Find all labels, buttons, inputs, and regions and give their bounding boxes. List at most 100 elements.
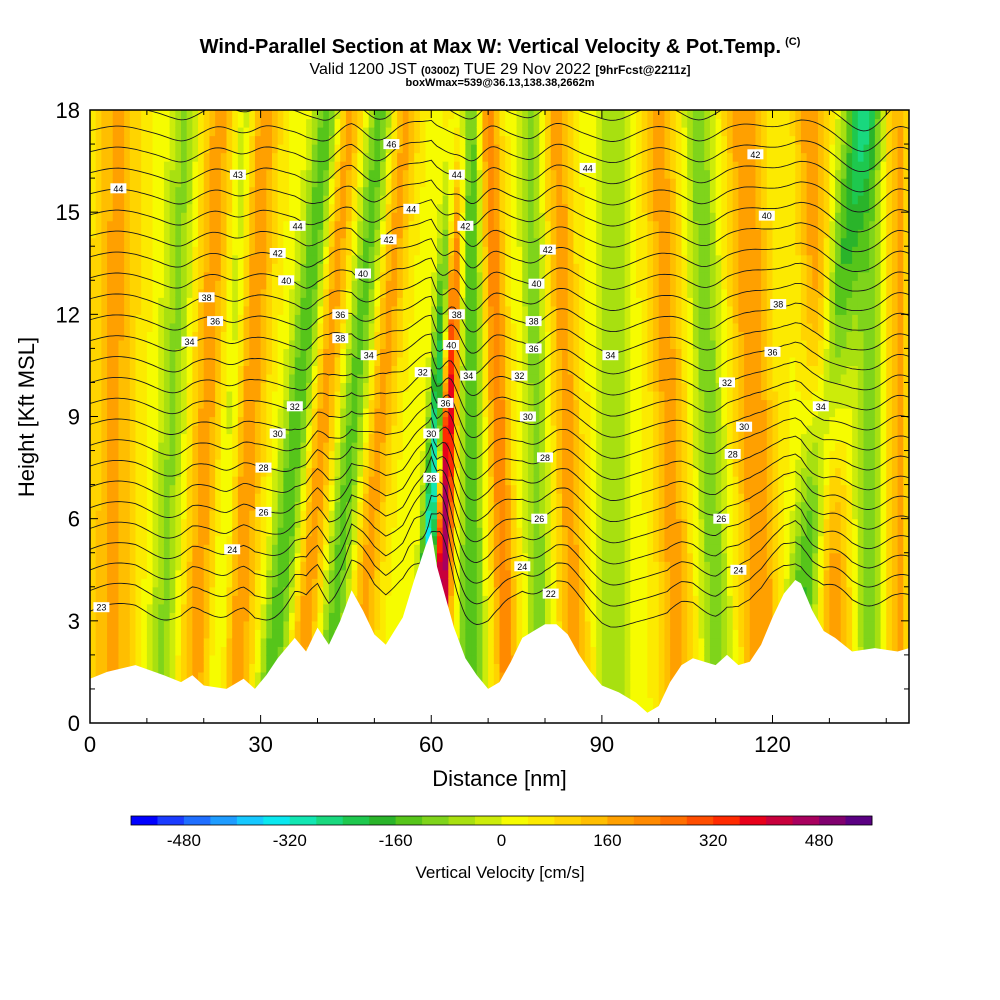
velocity-cell [294,416,302,426]
velocity-cell [334,110,341,120]
velocity-cell [163,510,171,520]
velocity-cell [317,603,324,613]
velocity-cell [454,544,461,554]
velocity-cell [260,212,267,222]
velocity-cell [340,220,347,230]
velocity-cell [300,493,307,503]
velocity-cell [158,535,165,545]
velocity-cell [254,331,262,341]
velocity-cell [141,586,148,596]
velocity-cell [220,450,228,460]
velocity-cell [243,390,250,401]
velocity-cell [260,169,267,179]
velocity-cell [260,186,267,196]
velocity-cell [232,629,239,639]
velocity-cell [448,144,455,154]
velocity-cell [471,203,478,213]
velocity-cell [226,578,233,588]
velocity-cell [203,629,211,639]
velocity-cell [454,127,461,137]
velocity-cell [203,254,211,264]
velocity-cell [124,178,131,188]
velocity-cell [141,527,148,537]
velocity-cell [345,254,353,264]
velocity-cell [237,237,245,247]
velocity-cell [146,535,154,545]
velocity-cell [380,169,387,179]
velocity-cell [260,297,267,307]
velocity-cell [266,203,273,213]
velocity-cell [141,561,148,571]
velocity-cell [283,459,290,469]
velocity-cell [345,569,353,579]
velocity-cell [135,161,142,171]
velocity-cell [306,161,313,171]
velocity-cell [209,237,216,247]
velocity-cell [243,501,250,511]
velocity-cell [414,178,421,188]
velocity-cell [146,467,154,477]
velocity-cell [471,561,478,571]
velocity-cell [323,280,330,290]
velocity-cell [158,552,165,562]
velocity-cell [237,288,245,298]
velocity-cell [374,493,381,503]
velocity-cell [374,578,381,588]
velocity-cell [186,484,193,494]
velocity-cell [294,467,302,477]
velocity-cell [141,450,148,460]
velocity-cell [107,561,114,571]
velocity-cell [442,493,449,503]
velocity-cell [169,629,176,639]
velocity-cell [118,535,125,545]
velocity-cell [215,518,222,528]
velocity-cell [328,186,336,196]
velocity-cell [266,212,273,222]
velocity-cell [368,212,375,222]
velocity-cell [345,186,353,196]
velocity-cell [363,263,370,273]
velocity-cell [465,467,472,477]
velocity-cell [266,476,273,486]
velocity-cell [476,459,484,469]
velocity-cell [215,476,222,486]
velocity-cell [471,161,478,171]
velocity-cell [414,135,421,145]
velocity-cell [135,254,142,264]
velocity-cell [328,263,336,273]
velocity-cell [209,527,216,537]
velocity-cell [476,161,484,171]
velocity-cell [112,288,120,298]
velocity-cell [317,459,324,469]
velocity-cell [175,603,182,613]
velocity-cell [402,493,410,503]
velocity-cell [323,348,330,358]
velocity-cell [163,620,171,630]
velocity-cell [237,510,245,520]
velocity-cell [198,356,205,367]
velocity-cell [232,595,239,605]
velocity-cell [266,484,273,494]
velocity-cell [237,178,245,188]
velocity-cell [323,407,330,418]
velocity-cell [294,127,302,137]
velocity-cell [254,127,262,137]
velocity-cell [436,416,444,426]
velocity-cell [340,595,347,605]
velocity-cell [385,161,393,171]
velocity-cell [300,501,307,511]
velocity-cell [232,476,239,486]
velocity-cell [118,501,125,511]
velocity-cell [465,578,472,588]
velocity-cell [311,620,319,630]
velocity-cell [402,246,410,256]
velocity-cell [232,263,239,273]
velocity-cell [220,110,228,120]
velocity-cell [272,186,279,196]
velocity-cell [175,348,182,358]
velocity-cell [129,161,137,171]
velocity-cell [289,178,296,188]
velocity-cell [306,305,313,315]
velocity-cell [334,501,341,511]
velocity-cell [283,288,290,298]
